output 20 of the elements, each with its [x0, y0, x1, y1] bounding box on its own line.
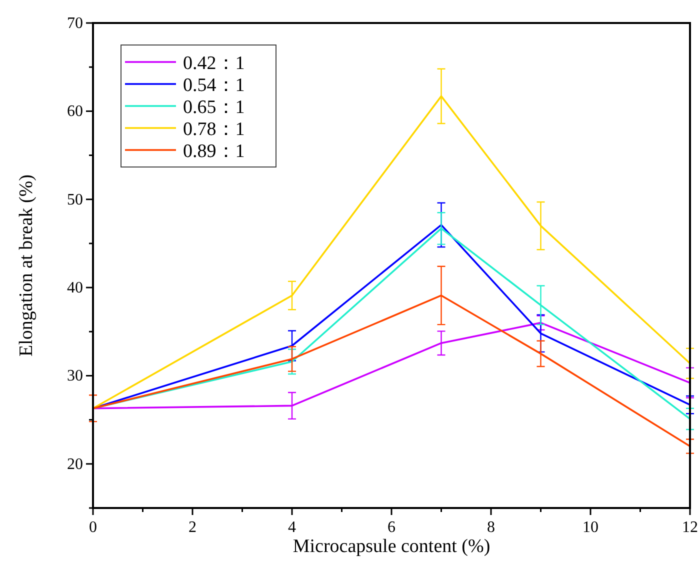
- x-tick-label: 0: [89, 519, 97, 536]
- x-tick-label: 8: [487, 519, 495, 536]
- legend-label: 0.78：1: [183, 119, 245, 140]
- x-tick-label: 2: [188, 519, 196, 536]
- x-axis-title: Microcapsule content (%): [292, 536, 490, 557]
- x-tick-label: 6: [388, 519, 396, 536]
- y-tick-label: 70: [67, 15, 83, 32]
- y-tick-label: 20: [67, 456, 83, 473]
- y-tick-label: 60: [67, 103, 83, 120]
- legend-label: 0.42：1: [183, 53, 245, 74]
- x-tick-label: 4: [288, 519, 296, 536]
- y-axis-title: Elongation at break (%): [16, 174, 37, 357]
- x-tick-label: 10: [582, 519, 598, 536]
- y-tick-label: 40: [67, 280, 83, 297]
- legend-label: 0.65：1: [183, 97, 245, 118]
- y-tick-label: 30: [67, 368, 83, 385]
- x-tick-label: 12: [682, 519, 698, 536]
- y-tick-label: 50: [67, 191, 83, 208]
- legend-label: 0.89：1: [183, 141, 245, 162]
- legend-label: 0.54：1: [183, 75, 245, 96]
